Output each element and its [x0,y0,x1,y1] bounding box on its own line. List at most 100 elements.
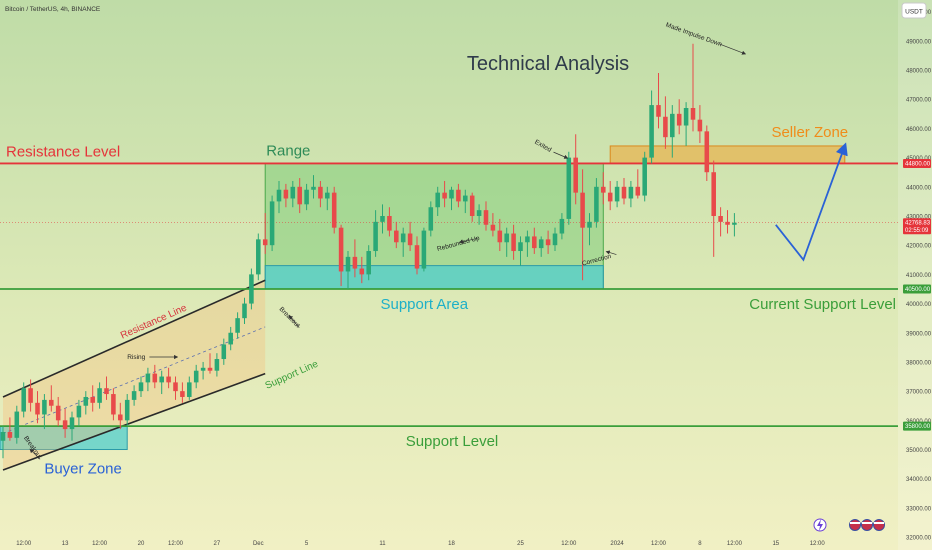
candle [69,411,75,441]
candle [421,227,427,272]
candle-body [504,233,509,243]
symbol-header: Bitcoin / TetherUS, 4h, BINANCE [5,6,101,13]
price-tick-label: 46000.00 [906,127,932,133]
us-flag-icon[interactable] [861,519,873,531]
candle [490,213,496,237]
candle [249,268,254,310]
candle-body [697,119,703,132]
candle-body [83,396,89,406]
candle [193,364,199,389]
candle [400,227,406,257]
candle [318,180,323,208]
us-flag-icon[interactable] [849,519,861,531]
candle [414,236,420,275]
candle [559,213,565,240]
candle-body [490,224,496,231]
candle-body [193,370,199,383]
candle [642,151,647,202]
annotation-label: Rising [127,354,145,361]
candle [90,385,95,412]
candle [456,183,461,208]
candle-body [111,394,116,415]
candle [76,399,82,427]
candle-body [359,268,365,275]
candle [283,183,289,208]
candle [711,160,716,257]
candle [0,426,6,459]
candle [338,224,344,287]
zone-label-buyer-zone: Buyer Zone [44,461,122,478]
candle [504,227,509,257]
time-tick-label: 12:00 [651,541,667,547]
candle [380,204,385,234]
candle-body [628,186,634,199]
candle-body [497,230,503,243]
time-tick-label: 15 [772,541,779,547]
candle [697,105,703,144]
time-tick-label: 2024 [610,541,624,547]
price-tick-label: 33000.00 [906,506,932,512]
levels-layer [0,162,898,428]
candle [573,134,578,205]
candle [276,180,282,214]
time-tick-label: 12:00 [561,541,577,547]
time-tick-label: 20 [138,541,145,547]
candle-body [318,186,323,199]
price-badge-bg [903,284,931,294]
price-tick-label: 39000.00 [906,331,932,337]
candle-body [49,399,54,406]
candle-body [566,157,572,219]
time-tick-label: 11 [379,541,386,547]
level-label-current-support-level: Current Support Level [749,296,896,313]
candle-body [228,332,233,345]
candle-body [180,391,185,397]
candle-body [35,402,40,415]
candle-body [725,221,730,225]
candle-body [442,192,447,199]
candle-body [62,420,68,430]
candle-body [173,382,178,392]
lightning-icon[interactable] [813,518,827,532]
candle [497,218,503,252]
candle-body [387,216,392,231]
candle [159,370,164,395]
candle [566,151,572,225]
candle-body [283,189,289,199]
candle-body [511,233,516,252]
candle-body [7,432,13,438]
candle-body [463,195,468,202]
candle [663,96,668,149]
candle [601,172,606,205]
candle [587,213,592,246]
annotation-arrow [719,43,747,55]
time-tick-label: 12:00 [168,541,184,547]
level-label-resistance-level: Resistance Level [6,143,120,160]
candle-body [449,189,454,199]
candle [614,180,620,208]
time-tick-label: 27 [214,541,221,547]
candle [304,183,309,211]
candle [676,99,682,135]
candle [428,201,434,237]
candle-body [380,216,385,222]
price-tick-label: 42000.00 [906,244,932,250]
candle-body [262,239,268,246]
candle-body [235,318,240,333]
price-badge: 40500.00 [903,284,931,294]
price-tick-label: 35000.00 [906,448,932,454]
candle-body [607,192,613,202]
price-tick-label: 34000.00 [906,477,932,483]
currency-button[interactable]: USDT [901,2,927,19]
zone-support-area [264,265,604,290]
candle-body [187,382,192,397]
candle [173,376,178,400]
candle [649,90,654,164]
candle-body [394,230,399,243]
price-tick-label: 40000.00 [906,302,932,308]
candle-body [345,256,351,272]
candle-body [587,221,592,228]
us-flag-icon[interactable] [873,519,885,531]
candle [511,224,516,260]
candle [290,180,296,208]
